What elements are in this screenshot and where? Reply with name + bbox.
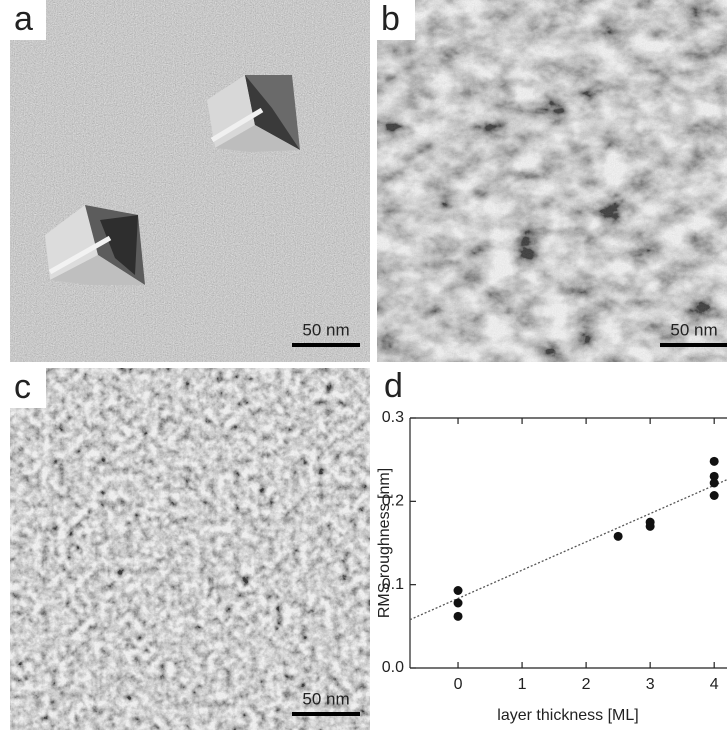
data-point bbox=[454, 586, 463, 595]
data-point bbox=[710, 491, 719, 500]
panel-label: c bbox=[14, 368, 31, 406]
x-tick-label: 3 bbox=[646, 676, 655, 693]
x-tick-label: 1 bbox=[518, 676, 527, 693]
scale-bar-label: 50 nm bbox=[670, 320, 717, 339]
x-axis-label: layer thickness [ML] bbox=[497, 707, 638, 724]
data-point bbox=[614, 532, 623, 541]
data-point bbox=[646, 522, 655, 531]
figure: a 50 nm b 50 nm c 50 nm d RMS roughness … bbox=[0, 0, 727, 730]
stm-texture bbox=[377, 0, 727, 362]
data-point bbox=[454, 599, 463, 608]
x-tick-label: 2 bbox=[582, 676, 591, 693]
panel-d: d RMS roughness [nm] layer thickness [ML… bbox=[376, 367, 727, 724]
scale-bar-label: 50 nm bbox=[302, 689, 349, 708]
y-tick-label: 0.3 bbox=[382, 409, 404, 426]
panel-label: d bbox=[384, 367, 403, 405]
scale-bar-label: 50 nm bbox=[302, 320, 349, 339]
data-point bbox=[710, 479, 719, 488]
x-tick-label: 0 bbox=[454, 676, 463, 693]
y-tick-label: 0.1 bbox=[382, 576, 404, 593]
panel-a: a 50 nm bbox=[10, 0, 370, 362]
panel-label: a bbox=[14, 0, 33, 38]
stm-texture bbox=[10, 368, 370, 730]
panel-b: b 50 nm bbox=[377, 0, 727, 362]
data-point bbox=[710, 457, 719, 466]
panel-label: b bbox=[381, 0, 400, 38]
data-point bbox=[454, 612, 463, 621]
y-tick-label: 0.2 bbox=[382, 493, 404, 510]
stm-image bbox=[10, 0, 370, 362]
x-tick-label: 4 bbox=[710, 676, 719, 693]
panel-c: c 50 nm bbox=[10, 368, 370, 730]
y-tick-label: 0.0 bbox=[382, 659, 404, 676]
y-axis-label: RMS roughness [nm] bbox=[376, 468, 393, 618]
